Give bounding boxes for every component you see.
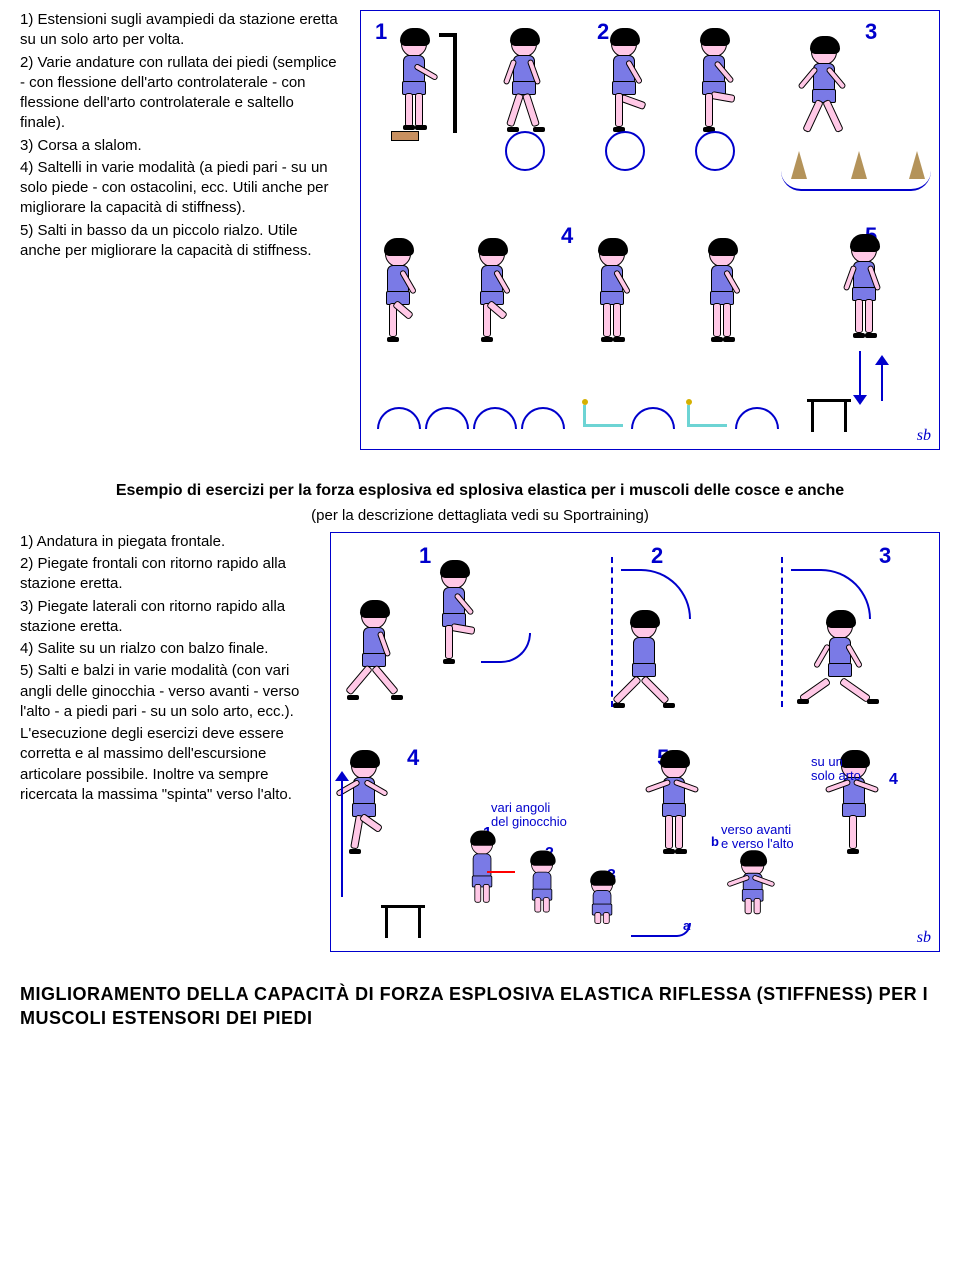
exercise-item: 1) Andatura in piegata frontale. [20,532,310,552]
motion-arc-icon [621,569,691,619]
motion-circle-icon [605,131,645,171]
signature: sb [917,425,931,447]
stool-icon [381,905,425,937]
motion-arrow-icon [481,633,531,663]
exercise-item: 2) Piegate frontali con ritorno rapido a… [20,554,310,595]
section-1: 1) Estensioni sugli avampiedi da stazion… [20,10,940,450]
dashed-line-icon [781,557,783,707]
figure-sublabel: b [711,835,719,849]
illustration-2: 1 2 3 4 5 [330,532,940,952]
section-subheading: (per la descrizione dettagliata vedi su … [20,506,940,526]
hop-arc-icon [377,407,421,429]
wall-bar-icon [439,33,457,37]
up-arrow-icon [335,771,349,781]
figure-label: vari angoli del ginocchio [491,801,567,830]
slalom-path-icon [781,171,931,191]
figure-number: 1 [419,541,431,571]
motion-circle-icon [505,131,545,171]
figure-label: verso avanti e verso l'alto [721,823,794,852]
illustration-1: 1 2 3 4 5 [360,10,940,450]
exercise-item: 3) Piegate laterali con ritorno rapido a… [20,597,310,638]
hop-arc-icon [521,407,565,429]
exercise-item: 3) Corsa a slalom. [20,136,340,156]
up-arrow-icon [341,777,343,897]
stool-icon [807,399,851,431]
exercise-list-1: 1) Estensioni sugli avampiedi da stazion… [20,10,340,263]
figure-subnumber: 4 [889,769,898,791]
signature: sb [917,927,931,949]
exercise-item: 5) Salti e balzi in varie modalità (con … [20,661,310,722]
motion-circle-icon [695,131,735,171]
down-arrow-icon [853,395,867,405]
hop-arc-icon [735,407,779,429]
hurdle-icon [687,405,727,427]
knee-angle-marker-icon [487,871,515,873]
down-arrow-icon [859,351,861,401]
up-arrow-icon [875,355,889,365]
exercise-item: 2) Varie andature con rullata dei piedi … [20,53,340,134]
figure-number: 2 [597,17,609,47]
dashed-line-icon [611,557,613,707]
exercise-item: 1) Estensioni sugli avampiedi da stazion… [20,10,340,51]
wall-bar-icon [453,33,457,133]
hop-arc-icon [425,407,469,429]
section-heading: Esempio di esercizi per la forza esplosi… [20,480,940,502]
section-2: 1) Andatura in piegata frontale. 2) Pieg… [20,532,940,952]
figure-number: 3 [879,541,891,571]
hurdle-icon [583,405,623,427]
figure-number: 3 [865,17,877,47]
step-block-icon [391,131,419,141]
figure-number: 2 [651,541,663,571]
figure-number: 1 [375,17,387,47]
exercise-item: 4) Salite su un rialzo con balzo finale. [20,639,310,659]
up-arrow-icon [881,361,883,401]
hop-arc-icon [631,407,675,429]
exercise-item: 5) Salti in basso da un piccolo rialzo. … [20,221,340,262]
exercise-note: L'esecuzione degli esercizi deve essere … [20,724,310,805]
exercise-list-2: 1) Andatura in piegata frontale. 2) Pieg… [20,532,310,807]
figure-number: 4 [561,221,573,251]
motion-arc-icon [791,569,871,619]
figure-number: 4 [407,743,419,773]
exercise-item: 4) Saltelli in varie modalità (a piedi p… [20,158,340,219]
final-heading: MIGLIORAMENTO DELLA CAPACITÀ DI FORZA ES… [20,982,940,1031]
hop-arc-icon [473,407,517,429]
figure-label: su un solo arto [811,755,861,784]
motion-arrow-icon [631,923,691,937]
